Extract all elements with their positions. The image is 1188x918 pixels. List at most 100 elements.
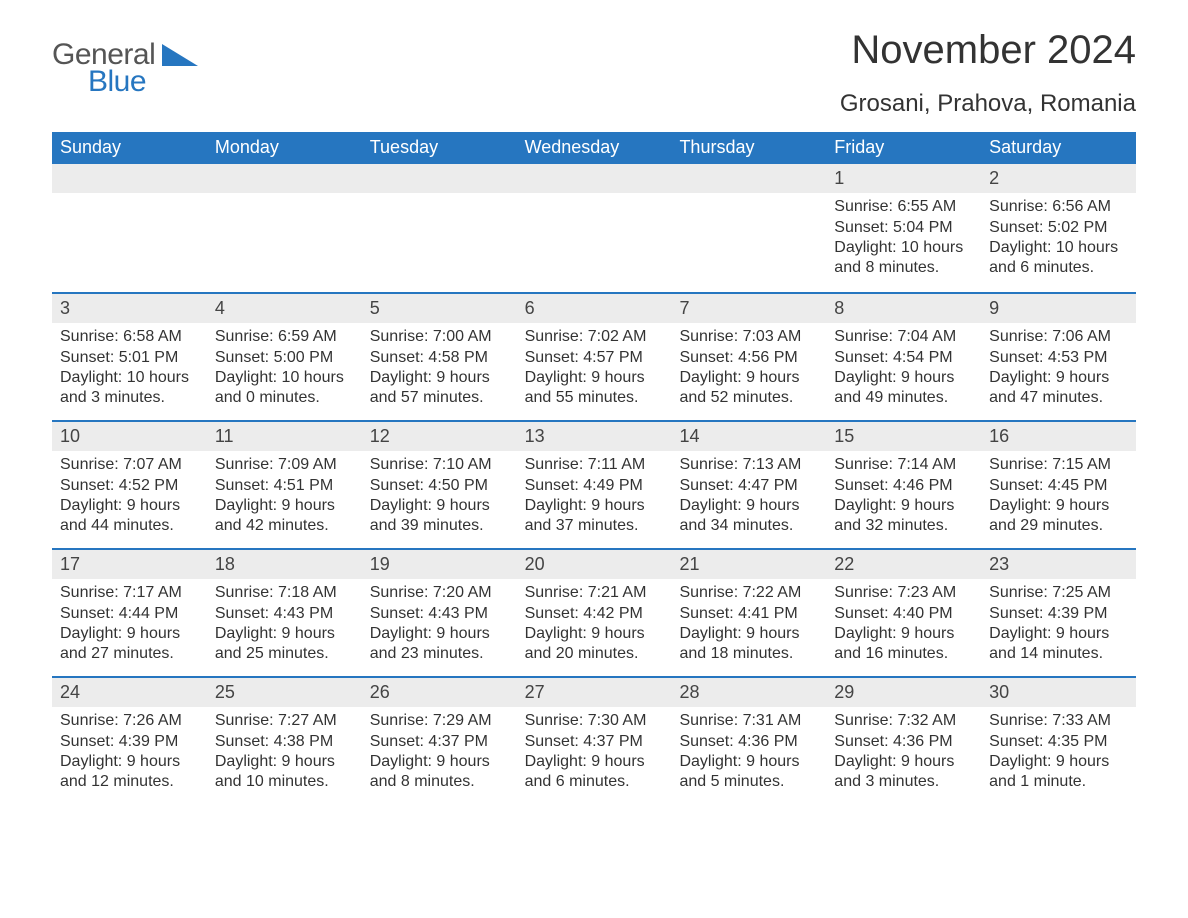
sunset-text: Sunset: 4:37 PM	[370, 732, 509, 752]
day-number: 16	[981, 422, 1136, 451]
weeks-container: 1Sunrise: 6:55 AMSunset: 5:04 PMDaylight…	[52, 164, 1136, 804]
day-number: 3	[52, 294, 207, 323]
day-detail: Sunrise: 7:25 AMSunset: 4:39 PMDaylight:…	[989, 583, 1128, 665]
day-cell: 9Sunrise: 7:06 AMSunset: 4:53 PMDaylight…	[981, 294, 1136, 420]
day-cell: 27 Sunrise: 7:30 AMSunset: 4:37 PMDayligh…	[517, 678, 672, 804]
day-detail: Sunrise: 7:27 AMSunset: 4:38 PMDaylight:…	[215, 711, 354, 793]
day-detail: Sunrise: 7:14 AMSunset: 4:46 PMDaylight:…	[834, 455, 973, 537]
sunset-text: Sunset: 4:58 PM	[370, 348, 509, 368]
day-number	[207, 164, 362, 193]
day-cell: 20Sunrise: 7:21 AMSunset: 4:42 PMDayligh…	[517, 550, 672, 676]
day-detail: Sunrise: 7:10 AMSunset: 4:50 PMDaylight:…	[370, 455, 509, 537]
week-row: 1Sunrise: 6:55 AMSunset: 5:04 PMDaylight…	[52, 164, 1136, 292]
sunset-text: Sunset: 4:36 PM	[679, 732, 818, 752]
day-detail: Sunrise: 7:21 AMSunset: 4:42 PMDaylight:…	[525, 583, 664, 665]
sunrise-text: Sunrise: 7:10 AM	[370, 455, 509, 475]
day-detail: Sunrise: 7:06 AMSunset: 4:53 PMDaylight:…	[989, 327, 1128, 409]
day-detail: Sunrise: 6:58 AMSunset: 5:01 PMDaylight:…	[60, 327, 199, 409]
day-number: 2	[981, 164, 1136, 193]
daylight-text: Daylight: 9 hours and 1 minute.	[989, 752, 1128, 793]
day-number: 10	[52, 422, 207, 451]
day-cell: 11Sunrise: 7:09 AMSunset: 4:51 PMDayligh…	[207, 422, 362, 548]
sunset-text: Sunset: 5:00 PM	[215, 348, 354, 368]
week-row: 10 Sunrise: 7:07 AMSunset: 4:52 PM Dayligh…	[52, 420, 1136, 548]
day-detail: Sunrise: 6:56 AMSunset: 5:02 PMDaylight:…	[989, 197, 1128, 279]
daylight-text: Daylight: 9 hours and 49 minutes.	[834, 368, 973, 409]
daylight-text: Daylight: 9 hours and 23 minutes.	[370, 624, 509, 665]
sunset-text: Sunset: 4:46 PM	[834, 476, 973, 496]
sunset-text: Sunset: 4:50 PM	[370, 476, 509, 496]
day-cell: 24Sunrise: 7:26 AMSunset: 4:39 PMDayligh…	[52, 678, 207, 804]
day-cell: 23Sunrise: 7:25 AMSunset: 4:39 PMDayligh…	[981, 550, 1136, 676]
day-number	[671, 164, 826, 193]
day-detail: Sunrise: 7:04 AMSunset: 4:54 PMDaylight:…	[834, 327, 973, 409]
sunset-text: Sunset: 4:41 PM	[679, 604, 818, 624]
calendar-page: General Blue November 2024 Grosani, Prah…	[0, 0, 1188, 918]
day-cell: 26Sunrise: 7:29 AMSunset: 4:37 PMDayligh…	[362, 678, 517, 804]
daylight-text: Daylight: 9 hours and 27 minutes.	[60, 624, 199, 665]
day-detail: Sunrise: 7:30 AMSunset: 4:37 PMDaylight:…	[525, 711, 664, 793]
week-row: 3 Sunrise: 6:58 AMSunset: 5:01 PMDaylight…	[52, 292, 1136, 420]
sunrise-text: Sunrise: 7:25 AM	[989, 583, 1128, 603]
daylight-text: Daylight: 9 hours and 6 minutes.	[525, 752, 664, 793]
day-cell	[671, 164, 826, 292]
daylight-text: Daylight: 10 hours and 0 minutes.	[215, 368, 354, 409]
sunrise-text: Sunrise: 7:27 AM	[215, 711, 354, 731]
day-number: 29	[826, 678, 981, 707]
daylight-text: Daylight: 9 hours and 34 minutes.	[679, 496, 818, 537]
sunset-text: Sunset: 4:51 PM	[215, 476, 354, 496]
day-number: 6	[517, 294, 672, 323]
brand-triangle-icon	[162, 44, 198, 71]
day-detail: Sunrise: 7:29 AMSunset: 4:37 PMDaylight:…	[370, 711, 509, 793]
day-number: 4	[207, 294, 362, 323]
day-detail: Sunrise: 7:00 AMSunset: 4:58 PMDaylight:…	[370, 327, 509, 409]
sunrise-text: Sunrise: 7:22 AM	[679, 583, 818, 603]
day-number: 27	[517, 678, 672, 707]
day-number: 12	[362, 422, 517, 451]
daylight-text: Daylight: 9 hours and 8 minutes.	[370, 752, 509, 793]
sunset-text: Sunset: 5:04 PM	[834, 218, 973, 238]
daylight-text: Daylight: 9 hours and 5 minutes.	[679, 752, 818, 793]
day-cell: 13Sunrise: 7:11 AMSunset: 4:49 PMDayligh…	[517, 422, 672, 548]
day-detail: Sunrise: 7:13 AMSunset: 4:47 PMDaylight:…	[679, 455, 818, 537]
day-detail: Sunrise: 7:20 AMSunset: 4:43 PMDaylight:…	[370, 583, 509, 665]
weekday-header: Saturday	[981, 132, 1136, 164]
day-detail: Sunrise: 7:23 AMSunset: 4:40 PMDaylight:…	[834, 583, 973, 665]
day-cell: 7Sunrise: 7:03 AMSunset: 4:56 PMDaylight…	[671, 294, 826, 420]
day-number: 17	[52, 550, 207, 579]
day-number: 25	[207, 678, 362, 707]
sunset-text: Sunset: 4:47 PM	[679, 476, 818, 496]
sunset-text: Sunset: 4:43 PM	[370, 604, 509, 624]
week-row: 24Sunrise: 7:26 AMSunset: 4:39 PMDayligh…	[52, 676, 1136, 804]
daylight-text: Daylight: 9 hours and 37 minutes.	[525, 496, 664, 537]
day-number: 21	[671, 550, 826, 579]
day-detail: Sunrise: 7:02 AMSunset: 4:57 PMDaylight:…	[525, 327, 664, 409]
sunrise-text: Sunrise: 7:07 AM	[60, 455, 199, 475]
sunset-text: Sunset: 4:52 PM	[60, 476, 199, 496]
header-row: General Blue November 2024 Grosani, Prah…	[52, 28, 1136, 118]
sunrise-text: Sunrise: 7:17 AM	[60, 583, 199, 603]
daylight-text: Daylight: 9 hours and 55 minutes.	[525, 368, 664, 409]
weekday-header: Wednesday	[517, 132, 672, 164]
weekday-header: Monday	[207, 132, 362, 164]
sunrise-text: Sunrise: 7:09 AM	[215, 455, 354, 475]
brand-word2: Blue	[88, 67, 146, 97]
day-cell: 30Sunrise: 7:33 AMSunset: 4:35 PMDayligh…	[981, 678, 1136, 804]
daylight-text: Daylight: 9 hours and 14 minutes.	[989, 624, 1128, 665]
day-cell: 8 Sunrise: 7:04 AMSunset: 4:54 PMDaylight…	[826, 294, 981, 420]
daylight-text: Daylight: 9 hours and 57 minutes.	[370, 368, 509, 409]
day-cell: 29Sunrise: 7:32 AMSunset: 4:36 PMDayligh…	[826, 678, 981, 804]
day-cell: 22Sunrise: 7:23 AMSunset: 4:40 PMDayligh…	[826, 550, 981, 676]
day-cell	[362, 164, 517, 292]
day-cell: 1Sunrise: 6:55 AMSunset: 5:04 PMDaylight…	[826, 164, 981, 292]
sunset-text: Sunset: 4:42 PM	[525, 604, 664, 624]
weekday-header: Sunday	[52, 132, 207, 164]
day-cell: 25 Sunrise: 7:27 AMSunset: 4:38 PMDayligh…	[207, 678, 362, 804]
day-detail: Sunrise: 6:55 AMSunset: 5:04 PMDaylight:…	[834, 197, 973, 279]
day-detail: Sunrise: 7:22 AMSunset: 4:41 PMDaylight:…	[679, 583, 818, 665]
day-number: 8	[826, 294, 981, 323]
daylight-text: Daylight: 9 hours and 12 minutes.	[60, 752, 199, 793]
day-number: 19	[362, 550, 517, 579]
daylight-text: Daylight: 9 hours and 10 minutes.	[215, 752, 354, 793]
sunset-text: Sunset: 4:44 PM	[60, 604, 199, 624]
